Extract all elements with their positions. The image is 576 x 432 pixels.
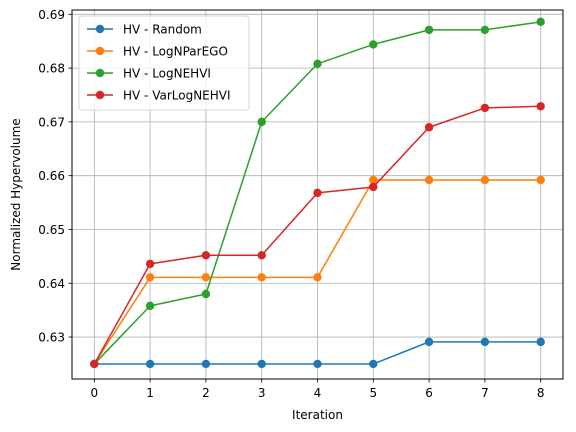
data-point [536, 102, 545, 111]
axis-ticks: 0 1 2 3 4 5 6 7 8 0.63 0.64 0.65 0.66 0.67 0.68 0.69 [38, 8, 544, 400]
legend-marker [95, 46, 105, 56]
x-tick-label: 5 [369, 386, 377, 400]
legend-label: HV - LogNEHVI [123, 67, 211, 81]
data-point [313, 273, 322, 282]
data-point [424, 337, 434, 347]
legend-label: HV - Random [123, 23, 202, 37]
data-point [257, 251, 266, 260]
data-point [536, 337, 545, 347]
x-axis-label: Iteration [292, 408, 343, 422]
data-point [424, 123, 434, 132]
series-lines [90, 17, 545, 369]
series-1 [90, 175, 545, 369]
y-tick-label: 0.69 [38, 8, 65, 22]
legend-box [78, 15, 250, 111]
series-3 [90, 102, 545, 369]
data-point [480, 175, 490, 185]
legend-item: HV - LogNEHVI [87, 67, 211, 81]
legend-label: HV - VarLogNEHVI [123, 89, 231, 103]
data-point [201, 359, 211, 369]
data-point [424, 25, 434, 35]
y-tick-label: 0.66 [38, 169, 65, 183]
data-point [369, 359, 378, 369]
legend-item: HV - LogNParEGO [87, 45, 228, 59]
series-2 [90, 17, 545, 369]
data-point [480, 337, 490, 347]
data-point [257, 273, 266, 282]
data-point [369, 40, 378, 49]
y-tick-label: 0.64 [38, 277, 65, 291]
legend-item: HV - VarLogNEHVI [87, 89, 231, 103]
data-point [257, 359, 266, 369]
y-tick-label: 0.67 [38, 115, 65, 129]
series-0 [90, 337, 545, 369]
data-point [201, 273, 211, 282]
y-tick-label: 0.63 [38, 331, 65, 345]
data-point [145, 359, 155, 369]
legend-marker [95, 68, 105, 78]
data-point [424, 175, 434, 185]
data-point [313, 359, 322, 369]
data-point [369, 175, 378, 185]
x-tick-label: 3 [258, 386, 266, 400]
data-point [369, 182, 378, 192]
data-point [480, 25, 490, 35]
legend: HV - Random HV - LogNParEGO HV - LogNEHVI H… [78, 15, 250, 111]
data-point [536, 17, 545, 27]
data-point [536, 175, 545, 185]
data-point [480, 103, 490, 113]
legend-marker [95, 24, 105, 34]
data-point [257, 117, 266, 127]
y-tick-label: 0.65 [38, 223, 65, 237]
legend-item: HV - Random [87, 23, 202, 37]
data-point [145, 301, 155, 311]
data-point [313, 188, 322, 198]
y-axis-label: Normalized Hypervolume [9, 118, 23, 270]
x-tick-label: 0 [90, 386, 98, 400]
data-point [201, 289, 211, 299]
data-point [145, 273, 155, 282]
data-point [145, 259, 155, 269]
legend-label: HV - LogNParEGO [123, 45, 228, 59]
x-tick-label: 1 [146, 386, 154, 400]
x-tick-label: 7 [481, 386, 489, 400]
x-tick-label: 8 [537, 386, 545, 400]
data-point [313, 59, 322, 68]
x-tick-label: 4 [314, 386, 322, 400]
legend-marker [95, 90, 105, 100]
data-point [90, 359, 99, 369]
y-tick-label: 0.68 [38, 62, 65, 76]
x-tick-label: 2 [202, 386, 210, 400]
x-tick-label: 6 [425, 386, 433, 400]
data-point [201, 251, 211, 260]
